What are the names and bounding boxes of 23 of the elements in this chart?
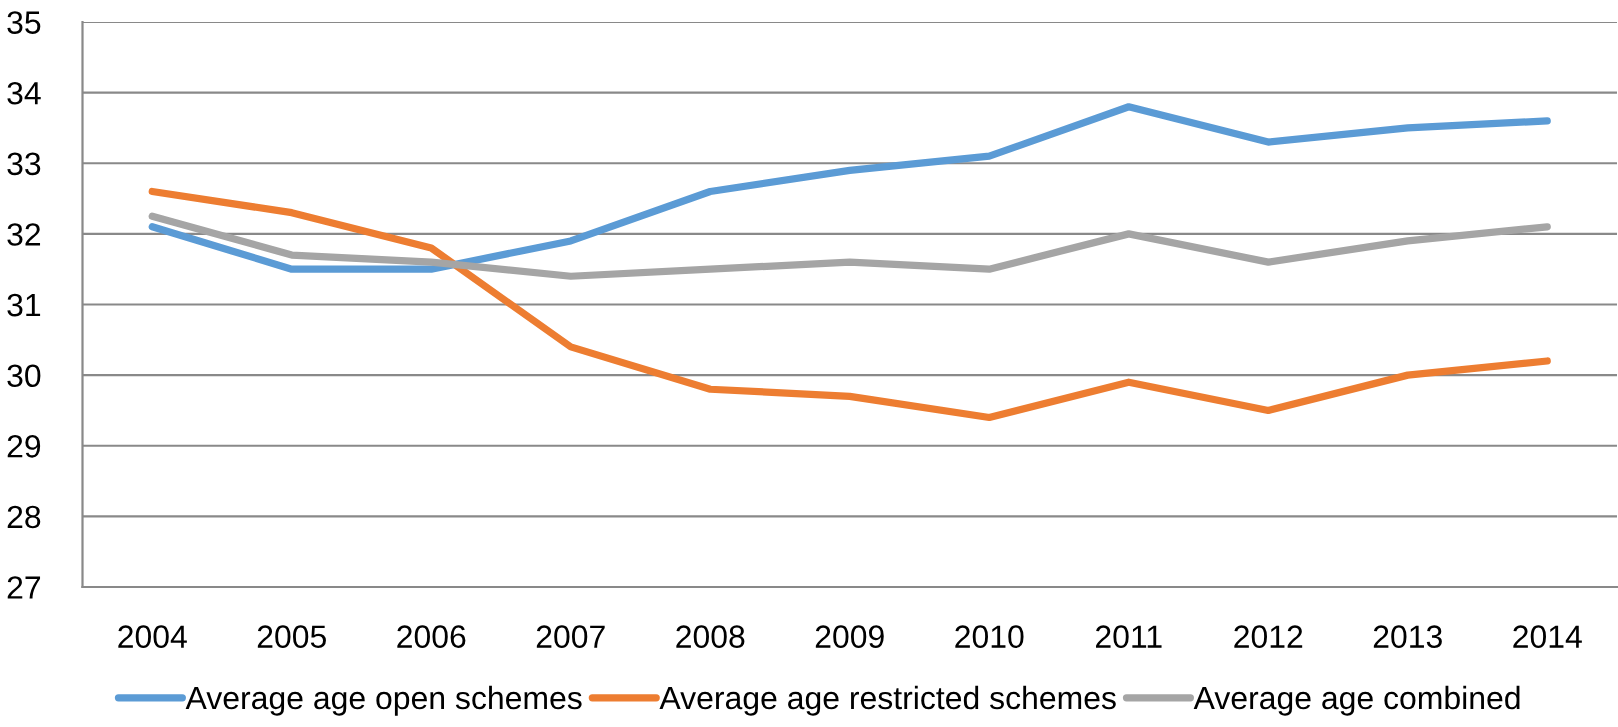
x-tick-label: 2004 [118, 625, 187, 648]
y-tick-label: 29 [7, 435, 41, 458]
y-tick-label: 32 [7, 223, 41, 246]
x-tick-label: 2007 [536, 625, 605, 648]
legend-label: Average age open schemes [185, 685, 582, 716]
x-tick-label: 2014 [1513, 625, 1582, 648]
y-tick-label: 31 [7, 293, 41, 317]
legend-label: Average age restricted schemes [659, 685, 1116, 716]
x-tick-label: 2010 [955, 625, 1024, 648]
x-tick-label: 2008 [676, 625, 745, 648]
x-tick-label: 2009 [815, 625, 884, 648]
y-tick-label: 33 [7, 152, 41, 176]
x-tick-label: 2012 [1234, 625, 1303, 648]
x-tick-label: 2005 [257, 625, 326, 648]
x-tick-label: 2013 [1373, 625, 1442, 648]
y-tick-label: 34 [7, 81, 41, 105]
x-tick-label: 2011 [1096, 625, 1162, 648]
y-tick-label: 30 [7, 364, 41, 388]
y-tick-label: 27 [7, 576, 41, 599]
legend-label: Average age combined [1193, 685, 1520, 716]
y-tick-label: 28 [7, 505, 41, 529]
y-tick-label: 35 [7, 11, 41, 34]
x-tick-label: 2006 [397, 625, 466, 648]
